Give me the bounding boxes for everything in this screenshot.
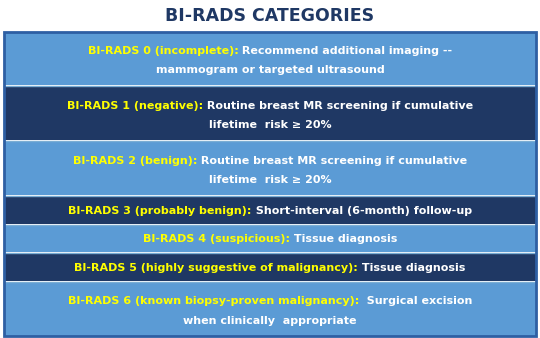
Bar	[4, 283, 536, 336]
Bar	[4, 87, 536, 140]
Text: lifetime  risk ≥ 20%: lifetime risk ≥ 20%	[208, 175, 332, 186]
Text: BI-RADS CATEGORIES: BI-RADS CATEGORIES	[165, 7, 375, 25]
Bar	[4, 142, 536, 195]
Text: BI-RADS 0 (incomplete):: BI-RADS 0 (incomplete):	[87, 46, 238, 55]
Text: BI-RADS 5 (highly suggestive of malignancy):: BI-RADS 5 (highly suggestive of malignan…	[75, 263, 358, 273]
Text: when clinically  appropriate: when clinically appropriate	[183, 316, 357, 326]
Text: Recommend additional imaging --: Recommend additional imaging --	[238, 46, 453, 55]
Text: BI-RADS 6 (known biopsy-proven malignancy):: BI-RADS 6 (known biopsy-proven malignanc…	[68, 296, 359, 307]
Text: Routine breast MR screening if cumulative: Routine breast MR screening if cumulativ…	[203, 101, 473, 111]
Text: Tissue diagnosis: Tissue diagnosis	[358, 263, 465, 273]
Text: BI-RADS 3 (probably benign):: BI-RADS 3 (probably benign):	[68, 206, 252, 216]
Bar	[4, 32, 536, 85]
Text: BI-RADS 1 (negative):: BI-RADS 1 (negative):	[67, 101, 203, 111]
Text: BI-RADS 4 (suspicious):: BI-RADS 4 (suspicious):	[143, 234, 290, 244]
Text: lifetime  risk ≥ 20%: lifetime risk ≥ 20%	[208, 120, 332, 130]
Bar	[4, 226, 536, 252]
Text: BI-RADS 2 (benign):: BI-RADS 2 (benign):	[73, 156, 197, 166]
Text: mammogram or targeted ultrasound: mammogram or targeted ultrasound	[156, 65, 384, 75]
Text: Surgical excision: Surgical excision	[359, 296, 472, 307]
Text: Tissue diagnosis: Tissue diagnosis	[290, 234, 397, 244]
Text: Routine breast MR screening if cumulative: Routine breast MR screening if cumulativ…	[197, 156, 467, 166]
Text: Short-interval (6-month) follow-up: Short-interval (6-month) follow-up	[252, 206, 472, 216]
Bar	[4, 197, 536, 224]
Bar	[4, 32, 536, 336]
Bar	[4, 255, 536, 281]
